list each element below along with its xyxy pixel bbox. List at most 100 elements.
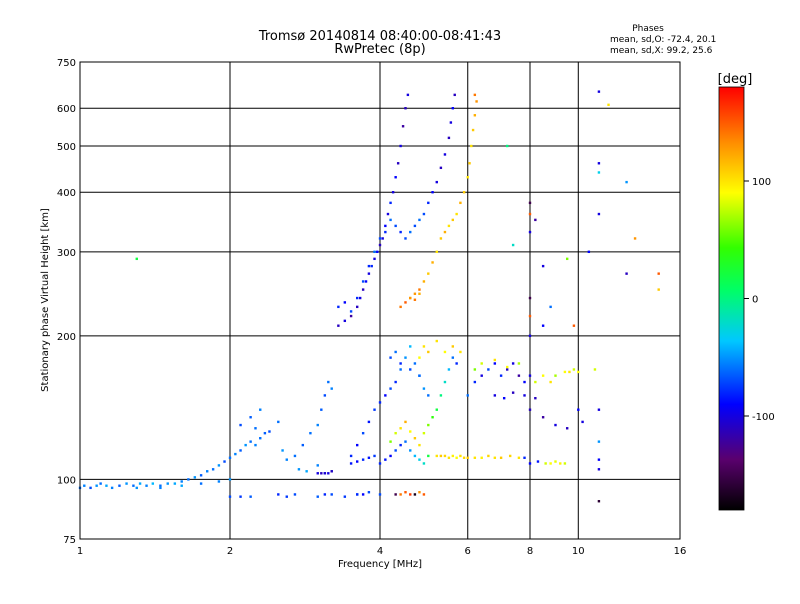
chart-subtitle: RwPretec (8p) [334,42,425,57]
data-point [320,472,323,475]
data-point [473,114,477,117]
data-point [528,408,532,411]
data-point [597,468,601,471]
data-point [396,162,400,165]
data-point [455,362,458,365]
data-point [404,356,407,359]
data-point [401,125,405,128]
data-point [427,394,430,397]
data-point [404,237,407,240]
data-point [384,458,387,461]
data-point [413,298,417,301]
data-point [418,292,421,295]
data-point [493,456,497,459]
x-tick-label: 6 [465,546,471,557]
data-point [244,443,247,447]
data-point [597,458,601,461]
data-point [554,374,557,377]
data-point [277,493,280,496]
data-point [367,491,371,494]
data-point [211,468,215,471]
data-point [625,272,628,275]
data-point [455,212,458,216]
data-point [431,261,434,264]
data-point [435,408,438,411]
data-point [180,480,183,483]
data-point [355,460,359,463]
data-point [361,493,365,496]
x-tick-label: 16 [674,546,687,557]
plot-frame [79,61,681,540]
data-point [249,416,252,419]
data-point [597,440,601,443]
data-point [404,491,407,494]
y-axis-ticks: 75 100 200 300 400 500 600 750 [57,58,76,546]
data-point [406,93,410,97]
data-point [343,301,347,304]
y-tick-label: 600 [57,104,76,115]
data-point [597,90,601,93]
data-point [409,296,412,300]
data-point [511,362,515,365]
data-point [633,237,637,240]
data-point [534,380,537,384]
colorbar-label: [deg] [718,72,753,87]
data-point [323,493,327,496]
data-point [471,128,475,132]
data-point [381,237,384,240]
data-point [422,345,426,348]
data-point [427,423,430,427]
data-point [367,456,371,459]
data-point [470,144,473,148]
data-point [480,374,483,377]
data-point [399,230,402,234]
data-point [234,452,237,456]
data-point [367,272,371,275]
data-point [145,484,148,487]
data-point [439,237,443,240]
data-point [657,272,660,275]
data-point [554,423,557,427]
x-tick-label: 8 [527,546,533,557]
x-tick-label: 4 [377,546,383,557]
data-point [459,201,462,205]
data-point [399,305,402,309]
data-point [364,280,368,283]
data-point [523,456,526,459]
data-point [361,431,365,435]
data-point [443,350,447,354]
data-points [78,90,660,503]
data-point [528,230,532,234]
data-point [528,334,532,338]
data-point [418,491,421,494]
data-point [268,430,271,433]
data-point [435,454,438,458]
y-tick-label: 500 [57,142,76,153]
data-point [389,201,392,205]
data-point [277,420,280,424]
data-point [89,486,92,490]
data-point [528,314,532,318]
data-point [499,374,503,377]
data-point [565,427,569,430]
x-tick-label: 1 [77,546,83,557]
y-tick-label: 75 [63,535,76,546]
data-point [549,305,552,309]
data-point [404,301,407,304]
data-point [254,427,257,430]
data-point [399,427,402,430]
data-point [413,362,417,365]
data-point [581,420,584,424]
data-point [301,443,305,447]
data-point [565,257,569,261]
data-point [487,454,490,458]
grid-lines [80,62,680,539]
data-point [239,495,242,498]
data-point [534,396,537,400]
data-point [399,144,402,148]
data-point [361,458,365,461]
data-point [358,296,362,300]
y-tick-label: 100 [57,475,76,486]
data-point [349,454,353,458]
